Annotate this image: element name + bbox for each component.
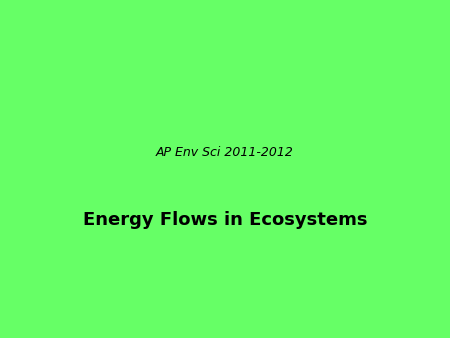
Text: AP Env Sci 2011-2012: AP Env Sci 2011-2012 (156, 146, 294, 159)
Text: Energy Flows in Ecosystems: Energy Flows in Ecosystems (83, 211, 367, 229)
